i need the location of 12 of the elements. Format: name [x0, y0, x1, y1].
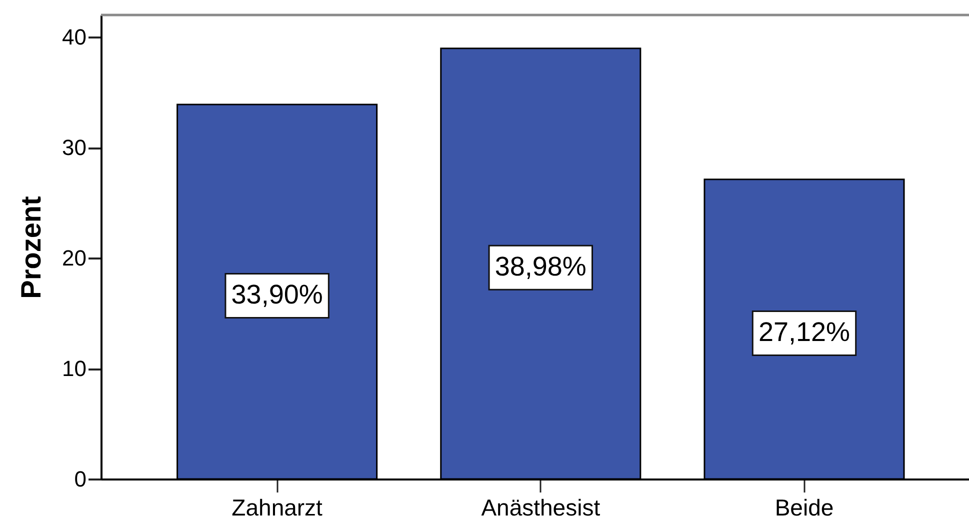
y-tick-label: 40: [62, 24, 86, 50]
y-tick-label: 10: [62, 356, 86, 382]
data-label: 38,98%: [494, 252, 586, 282]
y-tick-label: 30: [62, 135, 86, 160]
data-label: 33,90%: [231, 280, 323, 310]
x-tick-label: Zahnarzt: [232, 494, 324, 520]
x-tick-label: Anästhesist: [481, 494, 601, 520]
x-tick-label: Beide: [774, 494, 834, 520]
y-tick-label: 0: [74, 466, 86, 492]
data-label: 27,12%: [758, 317, 850, 348]
y-tick-label: 20: [62, 246, 86, 271]
y-axis-title: Prozent: [16, 196, 46, 299]
